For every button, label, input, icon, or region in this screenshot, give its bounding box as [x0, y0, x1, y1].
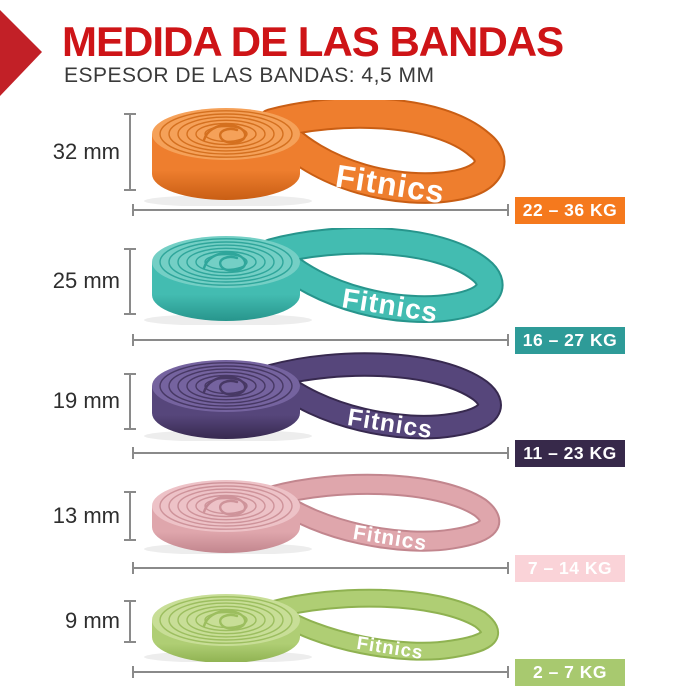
svg-text:Fitnics: Fitnics: [340, 282, 441, 325]
weight-range-badge: 7 – 14 KG: [515, 555, 625, 582]
vertical-measure-line: [124, 372, 136, 430]
resistance-band-illustration: Fitnics: [144, 100, 506, 206]
horizontal-measure-line: [132, 666, 509, 678]
vertical-measure-line: [124, 491, 136, 541]
horizontal-measure-line: [132, 562, 509, 574]
band-width-label: 32 mm: [52, 139, 120, 164]
svg-text:Fitnics: Fitnics: [346, 404, 435, 441]
resistance-band-illustration: Fitnics: [144, 473, 500, 554]
resistance-band-illustration: Fitnics: [144, 228, 504, 325]
page-title: MEDIDA DE LAS BANDAS: [62, 18, 564, 65]
svg-text:Fitnics: Fitnics: [333, 158, 447, 206]
horizontal-measure-line: [132, 334, 509, 346]
vertical-measure-line: [124, 599, 136, 643]
svg-text:Fitnics: Fitnics: [351, 521, 428, 554]
vertical-measure-line: [124, 113, 136, 191]
resistance-band-illustration: Fitnics: [144, 352, 502, 441]
band-width-label: 19 mm: [52, 388, 120, 413]
resistance-band-illustration: Fitnics: [144, 588, 499, 662]
svg-text:Fitnics: Fitnics: [355, 632, 425, 662]
page-subtitle: ESPESOR DE LAS BANDAS: 4,5 MM: [64, 64, 435, 87]
band-width-label: 13 mm: [52, 503, 120, 528]
weight-range-badge: 16 – 27 KG: [515, 327, 625, 354]
weight-range-badge: 22 – 36 KG: [515, 197, 625, 224]
band-width-label: 25 mm: [52, 268, 120, 293]
weight-range-badge: 2 – 7 KG: [515, 659, 625, 686]
horizontal-measure-line: [132, 447, 509, 459]
vertical-measure-line: [124, 247, 136, 315]
weight-range-badge: 11 – 23 KG: [515, 440, 625, 467]
arrow-accent-icon: [0, 10, 42, 96]
horizontal-measure-line: [132, 204, 509, 216]
band-width-label: 9 mm: [65, 608, 120, 633]
